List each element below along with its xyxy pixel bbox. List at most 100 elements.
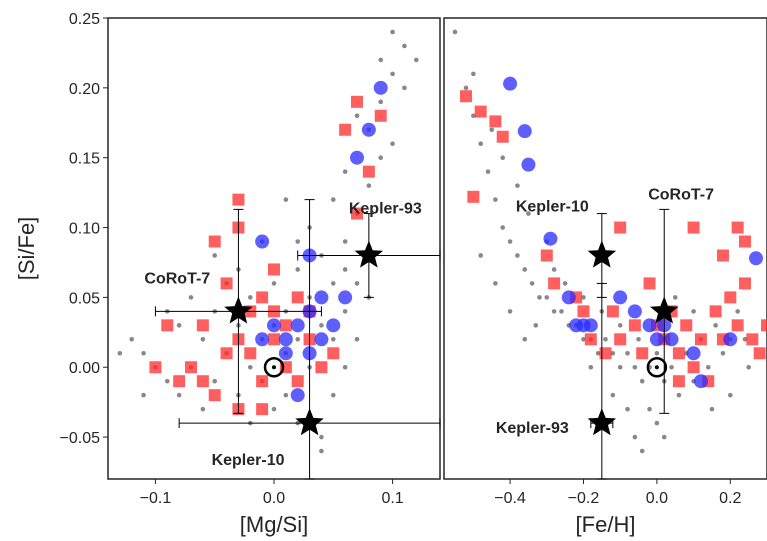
background-point [390, 71, 395, 77]
background-point [522, 337, 528, 342]
blue-circle-point [664, 332, 679, 347]
blue-circle-point [290, 318, 305, 333]
blue-circle-point [350, 150, 364, 165]
background-point [330, 392, 336, 398]
red-square-point [694, 333, 707, 346]
red-square-point [614, 221, 627, 234]
background-point [735, 309, 740, 314]
red-square-point [577, 305, 590, 318]
background-point [709, 406, 715, 412]
background-point [295, 239, 301, 244]
background-point [581, 337, 586, 342]
background-point [632, 434, 638, 440]
planet-host-star [354, 240, 384, 268]
red-square-point [208, 389, 221, 402]
red-square-point [268, 333, 280, 346]
background-point [413, 57, 419, 63]
background-point [212, 378, 218, 384]
planet-host-star [587, 408, 617, 436]
star-label: CoRoT-7 [648, 186, 714, 203]
background-point [378, 99, 384, 105]
panel-mg-si: CoRoT-7 Kepler-10 Kepler-93 −0.1 0.0 0.1 −0.05… [14, 11, 441, 537]
star-label: Kepler-10 [516, 198, 589, 215]
background-point [507, 309, 513, 314]
x-tick-label: −0.4 [494, 490, 526, 507]
blue-circle-point [290, 388, 305, 403]
background-point [654, 420, 660, 426]
blue-circle-point [613, 290, 628, 305]
y-tick-label: 0.25 [69, 11, 100, 28]
background-point [129, 337, 135, 342]
background-point [654, 350, 660, 356]
blue-circle-point [255, 332, 270, 347]
red-square-point [672, 375, 685, 388]
blue-circle-point [576, 318, 591, 333]
background-point [500, 155, 506, 160]
red-square-point [753, 347, 766, 360]
background-point [713, 323, 718, 328]
background-point [507, 239, 513, 244]
red-square-point [738, 277, 751, 290]
background-point [544, 295, 550, 300]
background-point [283, 197, 289, 202]
planet-host-star [587, 240, 617, 268]
background-point [515, 253, 520, 258]
red-square-point [687, 361, 700, 374]
background-point [283, 392, 289, 398]
red-square-point [173, 375, 186, 388]
red-square-point [232, 193, 245, 206]
star-label: CoRoT-7 [144, 270, 210, 287]
background-point [691, 309, 696, 314]
background-point [330, 281, 336, 286]
red-square-point [196, 319, 209, 332]
red-square-point [738, 235, 751, 248]
background-point [537, 295, 542, 300]
red-square-point [460, 90, 473, 103]
background-point [295, 267, 301, 272]
background-point [390, 141, 395, 147]
background-point [478, 253, 484, 258]
background-point [705, 364, 711, 370]
blue-circle-point [314, 290, 329, 305]
star-label: Kepler-93 [349, 200, 422, 217]
background-point [402, 43, 407, 49]
background-point [610, 392, 616, 398]
background-point [625, 406, 630, 412]
background-point [141, 392, 146, 398]
background-point [551, 309, 557, 314]
x-tick-label: 0.0 [646, 490, 668, 507]
red-square-point [584, 333, 597, 346]
background-point [672, 295, 678, 300]
background-point [742, 337, 748, 342]
background-point [562, 281, 568, 286]
red-square-point [680, 319, 693, 332]
background-point [330, 337, 336, 342]
background-point [378, 57, 384, 63]
planet-host-star [224, 296, 253, 324]
x-tick-label: 0.1 [381, 490, 403, 507]
red-square-point [149, 361, 162, 374]
red-square-point [291, 291, 304, 304]
background-point [247, 364, 253, 370]
planet-host-star [650, 296, 679, 324]
red-square-point [731, 221, 744, 234]
red-square-point [256, 403, 269, 416]
red-square-point [716, 249, 729, 262]
red-square-point [220, 347, 233, 360]
blue-circle-point [278, 332, 293, 347]
red-square-point [496, 130, 509, 143]
blue-circle-point [693, 374, 708, 389]
red-square-point [724, 291, 737, 304]
red-square-point [548, 277, 561, 290]
background-point [551, 267, 557, 272]
blue-circle-point [517, 124, 532, 139]
red-square-point [256, 291, 269, 304]
x-axis-label: [Mg/Si] [240, 512, 308, 537]
red-square-point [362, 165, 375, 178]
red-square-point [327, 347, 340, 360]
red-square-point [731, 319, 744, 332]
blue-circle-point [543, 231, 558, 246]
y-tick-label: 0.20 [69, 81, 100, 98]
blue-circle-point [314, 332, 329, 347]
blue-circle-point [642, 318, 657, 333]
